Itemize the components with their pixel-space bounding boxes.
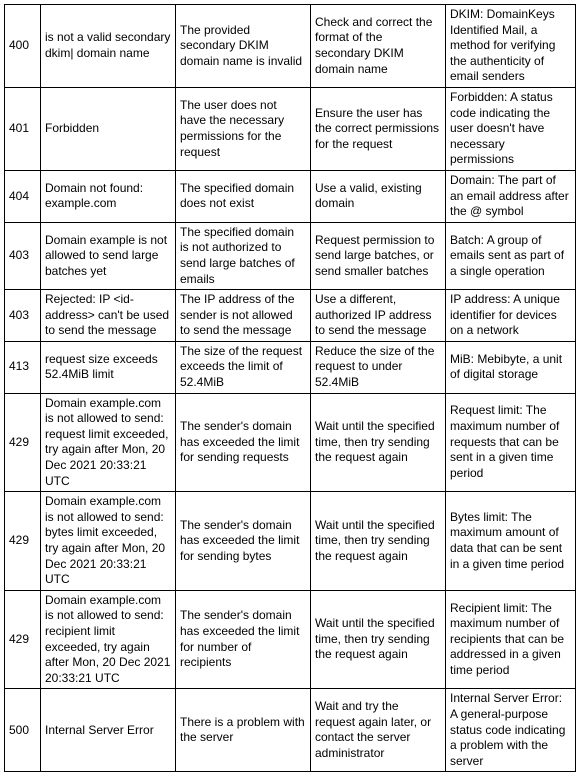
- table-row: 500Internal Server ErrorThere is a probl…: [5, 689, 576, 772]
- cell-glossary: Forbidden: A status code indicating the …: [446, 87, 576, 170]
- cell-glossary: Request limit: The maximum number of req…: [446, 393, 576, 492]
- cell-description: The sender's domain has exceeded the lim…: [176, 393, 311, 492]
- cell-glossary: Bytes limit: The maximum amount of data …: [446, 492, 576, 591]
- cell-resolution: Ensure the user has the correct permissi…: [311, 87, 446, 170]
- cell-glossary: MiB: Mebibyte, a unit of digital storage: [446, 341, 576, 393]
- cell-description: The size of the request exceeds the limi…: [176, 341, 311, 393]
- table-row: 429Domain example.com is not allowed to …: [5, 393, 576, 492]
- cell-code: 403: [5, 222, 41, 289]
- cell-message: is not a valid secondary dkim| domain na…: [41, 5, 176, 88]
- table-row: 429Domain example.com is not allowed to …: [5, 492, 576, 591]
- cell-message: request size exceeds 52.4MiB limit: [41, 341, 176, 393]
- cell-message: Rejected: IP <id-address> can't be used …: [41, 290, 176, 342]
- cell-glossary: DKIM: DomainKeys Identified Mail, a meth…: [446, 5, 576, 88]
- cell-code: 413: [5, 341, 41, 393]
- cell-resolution: Check and correct the format of the seco…: [311, 5, 446, 88]
- cell-message: Domain example.com is not allowed to sen…: [41, 492, 176, 591]
- cell-resolution: Reduce the size of the request to under …: [311, 341, 446, 393]
- cell-code: 403: [5, 290, 41, 342]
- cell-resolution: Request permission to send large batches…: [311, 222, 446, 289]
- cell-description: The sender's domain has exceeded the lim…: [176, 590, 311, 689]
- cell-description: The specified domain does not exist: [176, 170, 311, 222]
- table-row: 401ForbiddenThe user does not have the n…: [5, 87, 576, 170]
- table-row: 403Domain example is not allowed to send…: [5, 222, 576, 289]
- cell-code: 429: [5, 492, 41, 591]
- cell-description: The provided secondary DKIM domain name …: [176, 5, 311, 88]
- cell-glossary: Batch: A group of emails sent as part of…: [446, 222, 576, 289]
- cell-glossary: Internal Server Error: A general-purpose…: [446, 689, 576, 772]
- cell-code: 400: [5, 5, 41, 88]
- error-codes-table: 400is not a valid secondary dkim| domain…: [4, 4, 576, 772]
- table-row: 413request size exceeds 52.4MiB limitThe…: [5, 341, 576, 393]
- cell-description: The sender's domain has exceeded the lim…: [176, 492, 311, 591]
- cell-description: The IP address of the sender is not allo…: [176, 290, 311, 342]
- cell-message: Domain example is not allowed to send la…: [41, 222, 176, 289]
- table-row: 429Domain example.com is not allowed to …: [5, 590, 576, 689]
- cell-glossary: IP address: A unique identifier for devi…: [446, 290, 576, 342]
- cell-code: 401: [5, 87, 41, 170]
- table-body: 400is not a valid secondary dkim| domain…: [5, 5, 576, 772]
- cell-resolution: Use a different, authorized IP address t…: [311, 290, 446, 342]
- cell-code: 500: [5, 689, 41, 772]
- table-row: 403Rejected: IP <id-address> can't be us…: [5, 290, 576, 342]
- cell-message: Domain example.com is not allowed to sen…: [41, 393, 176, 492]
- cell-resolution: Wait until the specified time, then try …: [311, 590, 446, 689]
- cell-resolution: Wait until the specified time, then try …: [311, 393, 446, 492]
- cell-message: Forbidden: [41, 87, 176, 170]
- cell-glossary: Recipient limit: The maximum number of r…: [446, 590, 576, 689]
- table-row: 400is not a valid secondary dkim| domain…: [5, 5, 576, 88]
- cell-message: Domain not found: example.com: [41, 170, 176, 222]
- cell-message: Internal Server Error: [41, 689, 176, 772]
- cell-resolution: Wait until the specified time, then try …: [311, 492, 446, 591]
- cell-resolution: Wait and try the request again later, or…: [311, 689, 446, 772]
- cell-resolution: Use a valid, existing domain: [311, 170, 446, 222]
- cell-message: Domain example.com is not allowed to sen…: [41, 590, 176, 689]
- cell-code: 429: [5, 393, 41, 492]
- cell-description: There is a problem with the server: [176, 689, 311, 772]
- cell-description: The user does not have the necessary per…: [176, 87, 311, 170]
- cell-glossary: Domain: The part of an email address aft…: [446, 170, 576, 222]
- cell-code: 429: [5, 590, 41, 689]
- cell-description: The specified domain is not authorized t…: [176, 222, 311, 289]
- cell-code: 404: [5, 170, 41, 222]
- table-row: 404Domain not found: example.comThe spec…: [5, 170, 576, 222]
